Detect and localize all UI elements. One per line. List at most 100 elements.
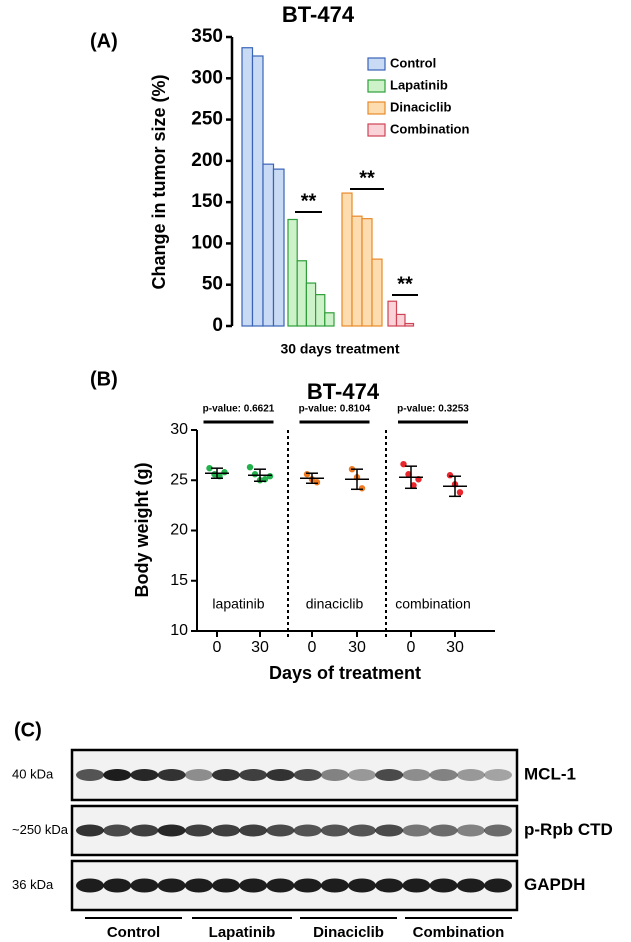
band bbox=[212, 769, 240, 781]
data-point bbox=[358, 485, 366, 492]
data-point bbox=[221, 469, 228, 476]
band bbox=[239, 878, 268, 893]
band bbox=[266, 878, 295, 893]
legend-swatch bbox=[367, 57, 386, 71]
band bbox=[484, 769, 512, 781]
band bbox=[103, 824, 132, 837]
band bbox=[212, 824, 240, 837]
size-label: ~250 kDa bbox=[12, 822, 69, 837]
protein-label: GAPDH bbox=[524, 875, 585, 894]
y-tick-label: 50 bbox=[202, 274, 223, 295]
bar bbox=[395, 313, 406, 327]
band bbox=[375, 878, 404, 893]
y-tick-label: 200 bbox=[191, 150, 223, 171]
band bbox=[76, 769, 104, 781]
x-tick-label: 30 bbox=[251, 639, 269, 656]
bar bbox=[341, 192, 353, 327]
bar bbox=[361, 218, 373, 327]
band bbox=[484, 878, 512, 893]
y-axis-label: Body weight (g) bbox=[132, 463, 152, 598]
group-label: Dinaciclib bbox=[313, 924, 384, 941]
band bbox=[266, 824, 295, 837]
bar bbox=[404, 322, 415, 327]
bar bbox=[324, 312, 335, 327]
group-label: dinaciclib bbox=[306, 596, 364, 612]
data-point bbox=[313, 479, 321, 486]
significance-label: ** bbox=[397, 273, 413, 295]
band bbox=[184, 878, 213, 893]
legend-swatch bbox=[367, 79, 386, 93]
band bbox=[239, 824, 268, 837]
band bbox=[375, 824, 404, 837]
data-point bbox=[456, 489, 464, 496]
band bbox=[184, 769, 213, 781]
chart-title: BT-474 bbox=[307, 379, 380, 404]
band bbox=[402, 824, 431, 837]
group-label: lapatinib bbox=[212, 596, 264, 612]
significance-label: ** bbox=[301, 190, 317, 212]
x-tick-label: 0 bbox=[407, 639, 416, 656]
band bbox=[456, 824, 485, 837]
band bbox=[293, 824, 322, 837]
y-tick-label: 0 bbox=[212, 315, 223, 336]
band bbox=[348, 878, 376, 893]
bar bbox=[371, 258, 383, 327]
legend-swatch bbox=[367, 101, 386, 115]
size-label: 40 kDa bbox=[12, 766, 54, 781]
band bbox=[103, 769, 132, 781]
band bbox=[157, 878, 186, 893]
x-axis-label: Days of treatment bbox=[269, 663, 421, 683]
x-axis-label: 30 days treatment bbox=[280, 341, 399, 357]
band bbox=[76, 878, 104, 893]
y-tick-label: 100 bbox=[191, 232, 223, 253]
group-label: Lapatinib bbox=[209, 924, 276, 941]
band bbox=[456, 769, 485, 781]
group-label: Control bbox=[107, 924, 160, 941]
protein-label: p-Rpb CTD bbox=[524, 820, 613, 839]
y-tick-label: 10 bbox=[170, 622, 188, 639]
data-point bbox=[405, 471, 412, 478]
bar bbox=[241, 47, 254, 327]
data-point bbox=[266, 473, 274, 480]
legend-label: Combination bbox=[390, 121, 469, 136]
data-point bbox=[206, 464, 213, 472]
bar bbox=[305, 282, 317, 327]
band bbox=[130, 769, 159, 781]
band bbox=[293, 769, 322, 781]
y-tick-label: 20 bbox=[170, 522, 188, 539]
legend-label: Dinaciclib bbox=[390, 99, 451, 114]
x-tick-label: 30 bbox=[446, 639, 464, 656]
band bbox=[348, 824, 376, 837]
x-tick-label: 0 bbox=[213, 639, 222, 656]
y-tick-label: 30 bbox=[170, 421, 188, 438]
x-tick-label: 0 bbox=[308, 639, 317, 656]
chart-title: BT-474 bbox=[282, 2, 355, 27]
band bbox=[266, 769, 295, 781]
legend-label: Lapatinib bbox=[390, 77, 448, 92]
group-label: combination bbox=[395, 596, 471, 612]
p-value-label: p-value: 0.3253 bbox=[397, 404, 469, 415]
band bbox=[456, 878, 485, 893]
bar bbox=[387, 300, 398, 327]
x-tick-label: 30 bbox=[348, 639, 366, 656]
band bbox=[157, 824, 186, 837]
y-tick-label: 25 bbox=[170, 471, 188, 488]
band bbox=[429, 878, 458, 893]
band bbox=[429, 769, 458, 781]
band bbox=[239, 769, 268, 781]
band bbox=[402, 878, 431, 893]
band bbox=[320, 878, 349, 893]
bar bbox=[351, 215, 363, 327]
legend-label: Control bbox=[390, 55, 436, 70]
bar bbox=[262, 163, 275, 327]
y-tick-label: 350 bbox=[191, 26, 223, 47]
band bbox=[375, 769, 404, 781]
data-point bbox=[251, 471, 259, 478]
data-point bbox=[303, 471, 311, 478]
p-value-label: p-value: 0.8104 bbox=[299, 404, 371, 415]
band bbox=[348, 769, 376, 781]
significance-label: ** bbox=[359, 167, 375, 189]
band bbox=[103, 878, 132, 893]
protein-label: MCL-1 bbox=[524, 764, 576, 783]
